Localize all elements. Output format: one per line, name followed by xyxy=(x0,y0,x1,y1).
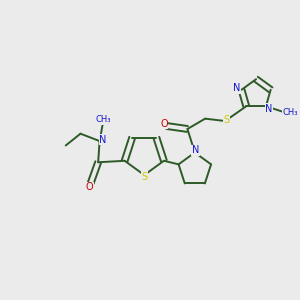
Text: N: N xyxy=(265,103,273,114)
Text: N: N xyxy=(100,135,107,145)
Text: O: O xyxy=(85,182,93,192)
Text: O: O xyxy=(160,119,168,129)
Text: N: N xyxy=(192,146,200,155)
Text: CH₃: CH₃ xyxy=(96,115,111,124)
Text: S: S xyxy=(224,115,230,124)
Text: CH₃: CH₃ xyxy=(283,108,298,117)
Text: S: S xyxy=(141,172,147,182)
Text: N: N xyxy=(233,83,241,93)
